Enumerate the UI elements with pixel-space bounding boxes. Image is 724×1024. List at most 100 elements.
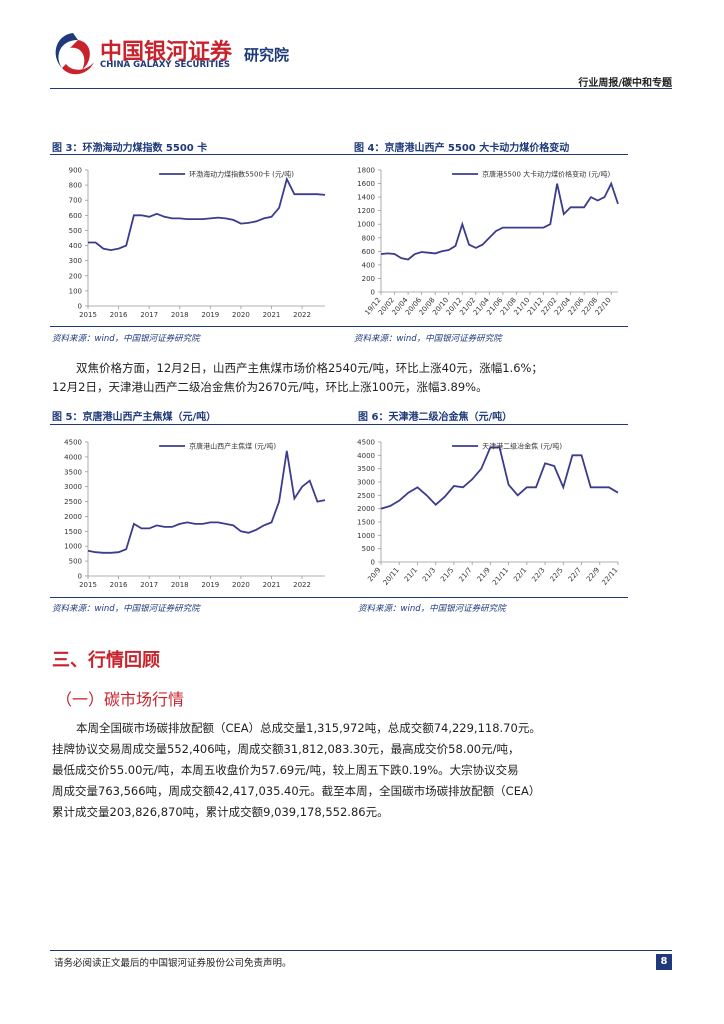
y-tick-label: 2000 bbox=[64, 513, 82, 521]
x-tick-label: 2017 bbox=[140, 311, 158, 319]
y-tick-label: 500 bbox=[362, 545, 375, 553]
y-tick-label: 3000 bbox=[357, 479, 375, 487]
chart: 0 500 1000 1500 2000 2500 3000 3500 4000 4500 20/9… bbox=[357, 439, 619, 587]
y-tick-label: 1800 bbox=[357, 167, 375, 175]
company-cn: 中国银河证券 bbox=[100, 40, 233, 65]
paragraph-line: 周成交量763,566吨，周成交额42,417,035.40元。截至本周，全国碳… bbox=[52, 784, 541, 798]
y-tick-label: 1400 bbox=[357, 194, 375, 202]
y-tick-label: 2500 bbox=[357, 492, 375, 500]
y-tick-label: 200 bbox=[362, 275, 375, 283]
rule bbox=[50, 424, 628, 425]
x-tick-label: 22/1 bbox=[512, 566, 528, 583]
logo bbox=[55, 33, 94, 75]
x-tick-label: 20/11 bbox=[382, 566, 401, 587]
x-tick-label: 2022 bbox=[293, 581, 311, 589]
y-tick-label: 3500 bbox=[64, 468, 82, 476]
y-tick-label: 700 bbox=[69, 197, 82, 205]
y-tick-label: 100 bbox=[69, 287, 82, 295]
x-tick-label: 2020 bbox=[232, 311, 250, 319]
chart: 0 500 1000 1500 2000 2500 3000 3500 4000 4500 2015… bbox=[64, 439, 326, 589]
line bbox=[380, 446, 619, 510]
x-tick-label: 2015 bbox=[79, 581, 97, 589]
x-tick-label: 2020 bbox=[232, 581, 250, 589]
source: 资料来源：wind，中国银河证券研究院 bbox=[52, 334, 200, 344]
x-tick-label: 21/9 bbox=[476, 566, 492, 583]
source: 资料来源：wind，中国银河证券研究院 bbox=[358, 604, 506, 614]
section-title: 三、行情回顾 bbox=[52, 650, 160, 671]
x-tick-label: 2016 bbox=[110, 311, 128, 319]
y-tick-label: 4000 bbox=[64, 453, 82, 461]
paragraph-line: 本周全国碳市场碳排放配额（CEA）总成交量1,315,972吨，总成交额74,2… bbox=[76, 721, 541, 735]
footer-rule bbox=[50, 950, 672, 951]
y-tick-label: 3000 bbox=[64, 483, 82, 491]
y-tick-label: 400 bbox=[69, 242, 82, 250]
y-tick-label: 4500 bbox=[357, 439, 375, 447]
rule bbox=[50, 326, 628, 327]
source: 资料来源：wind，中国银河证券研究院 bbox=[52, 604, 200, 614]
x-tick-label: 20/9 bbox=[366, 566, 382, 583]
y-tick-label: 900 bbox=[69, 167, 82, 175]
paragraph-line: 12月2日，天津港山西产二级冶金焦价为2670元/吨，环比上涨100元，涨幅3.… bbox=[52, 380, 488, 394]
y-tick-label: 0 bbox=[371, 559, 375, 567]
y-tick-label: 3500 bbox=[357, 465, 375, 473]
paragraph-line: 最低成交价55.00元/吨，本周五收盘价为57.69元/吨，较上周五下跌0.19… bbox=[52, 763, 519, 777]
y-tick-label: 1000 bbox=[357, 221, 375, 229]
figure-title: 图 5：京唐港山西产主焦煤（元/吨） bbox=[52, 412, 217, 423]
chart: 0 100 200 300 400 500 600 700 800 900 2015 2016 2017… bbox=[69, 167, 326, 319]
y-tick-label: 0 bbox=[371, 289, 375, 297]
x-tick-label: 21/7 bbox=[457, 566, 473, 583]
chart: 02004006008001000120014001600180019/1220… bbox=[357, 167, 619, 317]
paragraph-line: 累计成交量203,826,870吨，累计成交额9,039,178,552.86元… bbox=[52, 805, 389, 819]
y-tick-label: 0 bbox=[78, 303, 82, 311]
header-rule bbox=[50, 88, 672, 89]
legend-label: 京唐港5500 大卡动力煤价格变动 (元/吨) bbox=[482, 170, 610, 179]
y-tick-label: 4000 bbox=[357, 452, 375, 460]
y-tick-label: 500 bbox=[69, 227, 82, 235]
x-tick-label: 22/3 bbox=[530, 566, 546, 583]
y-tick-label: 800 bbox=[362, 234, 375, 242]
source: 资料来源：wind，中国银河证券研究院 bbox=[354, 334, 502, 344]
x-tick-label: 2017 bbox=[140, 581, 158, 589]
rule bbox=[50, 597, 628, 598]
x-tick-label: 22/9 bbox=[585, 566, 601, 583]
figure-title: 图 3：环渤海动力煤指数 5500 卡 bbox=[52, 143, 208, 154]
y-tick-label: 2500 bbox=[64, 498, 82, 506]
paragraph-line: 挂牌协议交易周成交量552,406吨，周成交额31,812,083.30元，最高… bbox=[52, 742, 520, 756]
y-tick-label: 1000 bbox=[64, 543, 82, 551]
y-tick-label: 1200 bbox=[357, 207, 375, 215]
y-tick-label: 200 bbox=[69, 272, 82, 280]
x-tick-label: 2019 bbox=[201, 581, 219, 589]
section-subtitle: （一）碳市场行情 bbox=[56, 690, 185, 709]
y-tick-label: 1500 bbox=[64, 528, 82, 536]
y-tick-label: 800 bbox=[69, 182, 82, 190]
x-tick-label: 21/1 bbox=[403, 566, 419, 583]
page-number: 8 bbox=[656, 954, 672, 970]
x-tick-label: 2021 bbox=[263, 581, 281, 589]
y-tick-label: 1000 bbox=[357, 532, 375, 540]
legend-label: 天津港二级冶金焦 (元/吨) bbox=[482, 442, 562, 451]
x-tick-label: 2015 bbox=[79, 311, 97, 319]
paragraph-line: 双焦价格方面，12月2日，山西产主焦煤市场价格2540元/吨，环比上涨40元，涨… bbox=[76, 361, 543, 375]
y-tick-label: 1600 bbox=[357, 180, 375, 188]
line bbox=[88, 176, 326, 252]
x-tick-label: 22/5 bbox=[549, 566, 565, 583]
report-type: 行业周报/碳中和专题 bbox=[578, 78, 672, 89]
line bbox=[87, 450, 326, 554]
x-tick-label: 2018 bbox=[171, 581, 189, 589]
legend-label: 环渤海动力煤指数5500卡 (元/吨) bbox=[189, 170, 294, 179]
y-tick-label: 300 bbox=[69, 257, 82, 265]
x-tick-label: 2016 bbox=[110, 581, 128, 589]
y-tick-label: 2000 bbox=[357, 505, 375, 513]
company-en: CHINA GALAXY SECURITIES bbox=[100, 60, 231, 70]
x-tick-label: 21/3 bbox=[421, 566, 437, 583]
y-tick-label: 0 bbox=[78, 573, 82, 581]
x-tick-label: 21/5 bbox=[439, 566, 455, 583]
y-tick-label: 4500 bbox=[64, 439, 82, 447]
x-tick-label: 2022 bbox=[293, 311, 311, 319]
y-tick-label: 400 bbox=[362, 261, 375, 269]
y-tick-label: 600 bbox=[362, 248, 375, 256]
y-tick-label: 1500 bbox=[357, 519, 375, 527]
y-tick-label: 600 bbox=[69, 212, 82, 220]
x-tick-label: 2019 bbox=[201, 311, 219, 319]
institute: 研究院 bbox=[244, 46, 290, 64]
